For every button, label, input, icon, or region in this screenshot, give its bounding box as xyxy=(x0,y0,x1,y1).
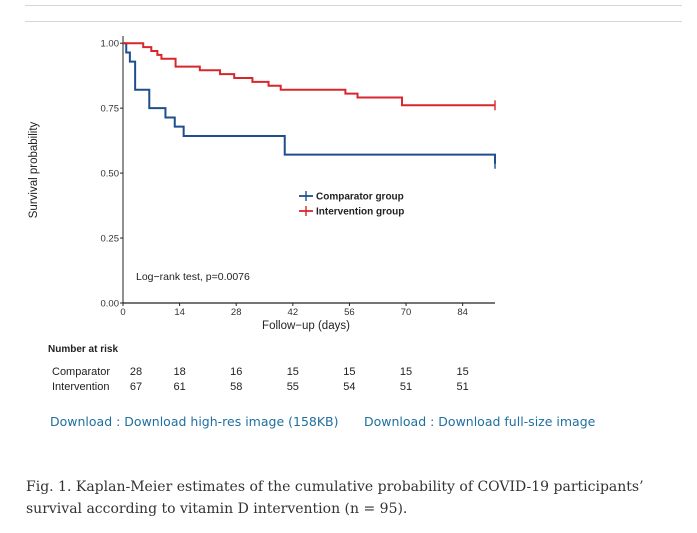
y-axis-label: Survival probability xyxy=(28,121,40,218)
header-rule xyxy=(25,21,682,22)
risk-count: 54 xyxy=(343,381,356,393)
risk-count: 16 xyxy=(230,366,243,378)
y-tick-label: 1.00 xyxy=(101,39,120,50)
km-curve-comparator xyxy=(123,42,496,164)
risk-count: 67 xyxy=(129,381,143,393)
legend-label: Intervention group xyxy=(316,207,404,218)
risk-count: 28 xyxy=(129,366,143,378)
risk-count: 51 xyxy=(456,381,469,393)
risk-count: 15 xyxy=(456,366,469,378)
y-tick-label: 0.75 xyxy=(101,104,120,115)
risk-count: 15 xyxy=(399,366,413,378)
km-chart: 0.00 0.25 0.50 0.75 1.00 0 14 28 42 56 70 84 Follow−… xyxy=(28,36,496,332)
figure-caption: Fig. 1. Kaplan-Meier estimates of the cu… xyxy=(26,479,644,517)
risk-count: 18 xyxy=(173,366,186,378)
legend-label: Comparator group xyxy=(316,192,404,203)
risk-count: 15 xyxy=(343,366,356,378)
km-curve-intervention xyxy=(123,42,495,107)
top-rule xyxy=(25,5,682,6)
x-tick-label: 42 xyxy=(288,307,299,318)
x-tick-label: 70 xyxy=(401,307,412,318)
download-high-res-link[interactable]: Download : Download high-res image (158K… xyxy=(50,414,339,429)
x-axis-label: Follow−up (days) xyxy=(262,320,350,332)
y-tick-label: 0.50 xyxy=(101,169,120,180)
risk-row-label: Comparator xyxy=(52,366,111,378)
logrank-annotation: Log−rank test, p=0.0076 xyxy=(136,271,250,283)
download-full-size-link[interactable]: Download : Download full-size image xyxy=(364,414,596,429)
x-tick-label: 56 xyxy=(344,307,355,318)
y-tick-label: 0.00 xyxy=(101,299,120,310)
risk-count: 55 xyxy=(286,381,299,393)
y-tick-label: 0.25 xyxy=(101,234,120,245)
x-tick-label: 14 xyxy=(174,307,185,318)
x-tick-label: 28 xyxy=(231,307,242,318)
x-tick-label: 0 xyxy=(120,307,125,318)
risk-count: 51 xyxy=(399,381,413,393)
x-tick-label: 84 xyxy=(457,307,468,318)
risk-row-label: Intervention xyxy=(52,381,110,393)
risk-count: 15 xyxy=(286,366,299,378)
risk-table-title: Number at risk xyxy=(48,344,119,355)
risk-count: 58 xyxy=(230,381,243,393)
risk-count: 61 xyxy=(173,381,186,393)
